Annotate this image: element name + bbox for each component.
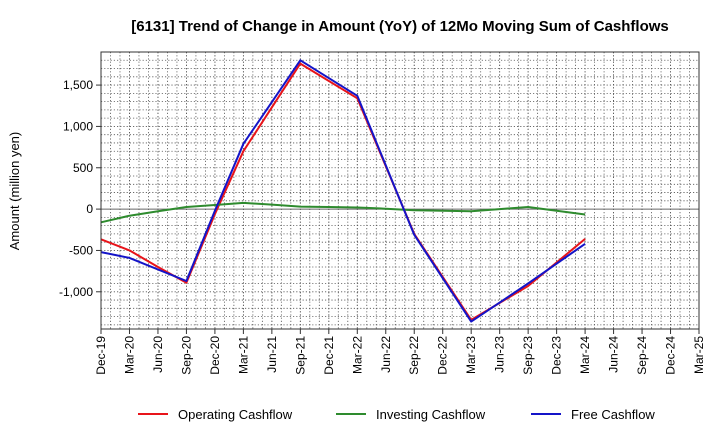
x-tick-label: Dec-24 [664, 336, 678, 375]
x-tick-label: Mar-22 [350, 336, 364, 374]
x-tick-label: Sep-23 [521, 336, 535, 375]
x-tick-label: Jun-24 [607, 336, 621, 373]
plot-area-border [100, 51, 700, 330]
chart-title: [6131] Trend of Change in Amount (YoY) o… [131, 18, 669, 35]
y-tick-label: 0 [86, 202, 93, 216]
x-tick-label: Dec-22 [436, 336, 450, 375]
y-tick-label: -500 [69, 243, 93, 257]
y-tick-label: -1,000 [59, 285, 93, 299]
legend-label-investing-cashflow: Investing Cashflow [376, 407, 486, 422]
x-tick-label: Mar-24 [578, 336, 592, 374]
legend-label-free-cashflow: Free Cashflow [571, 407, 655, 422]
y-tick-label: 1,500 [63, 78, 93, 92]
y-axis-label: Amount (million yen) [7, 132, 22, 251]
x-tick-label: Mar-25 [692, 336, 706, 374]
x-tick-label: Mar-20 [122, 336, 136, 374]
x-tick-label: Sep-22 [407, 336, 421, 375]
legend: Operating Cashflow Investing Cashflow Free… [138, 407, 655, 422]
x-tick-label: Jun-20 [151, 336, 165, 373]
x-tick-label: Sep-20 [179, 336, 193, 375]
series-line-operating-cashflow [100, 62, 586, 321]
x-tick-label: Jun-22 [379, 336, 393, 373]
series-line-free-cashflow [100, 59, 586, 323]
grid-lines [101, 52, 700, 329]
x-tick-label: Jun-21 [265, 336, 279, 373]
x-tick-label: Jun-23 [493, 336, 507, 373]
x-tick-label: Mar-21 [236, 336, 250, 374]
legend-label-operating-cashflow: Operating Cashflow [178, 407, 293, 422]
axis-ticks: -1,000 -500 0 500 1,000 1,500 Dec-19 Mar-20 Jun-… [59, 78, 706, 375]
y-tick-label: 500 [73, 161, 93, 175]
series-lines [100, 59, 586, 323]
x-tick-label: Dec-21 [322, 336, 336, 375]
x-tick-label: Sep-21 [293, 336, 307, 375]
x-tick-label: Dec-23 [550, 336, 564, 375]
x-tick-label: Mar-23 [464, 336, 478, 374]
y-tick-label: 1,000 [63, 119, 93, 133]
x-tick-label: Sep-24 [635, 336, 649, 375]
x-tick-label: Dec-20 [208, 336, 222, 375]
x-tick-label: Dec-19 [94, 336, 108, 375]
series-line-investing-cashflow [100, 201, 586, 224]
